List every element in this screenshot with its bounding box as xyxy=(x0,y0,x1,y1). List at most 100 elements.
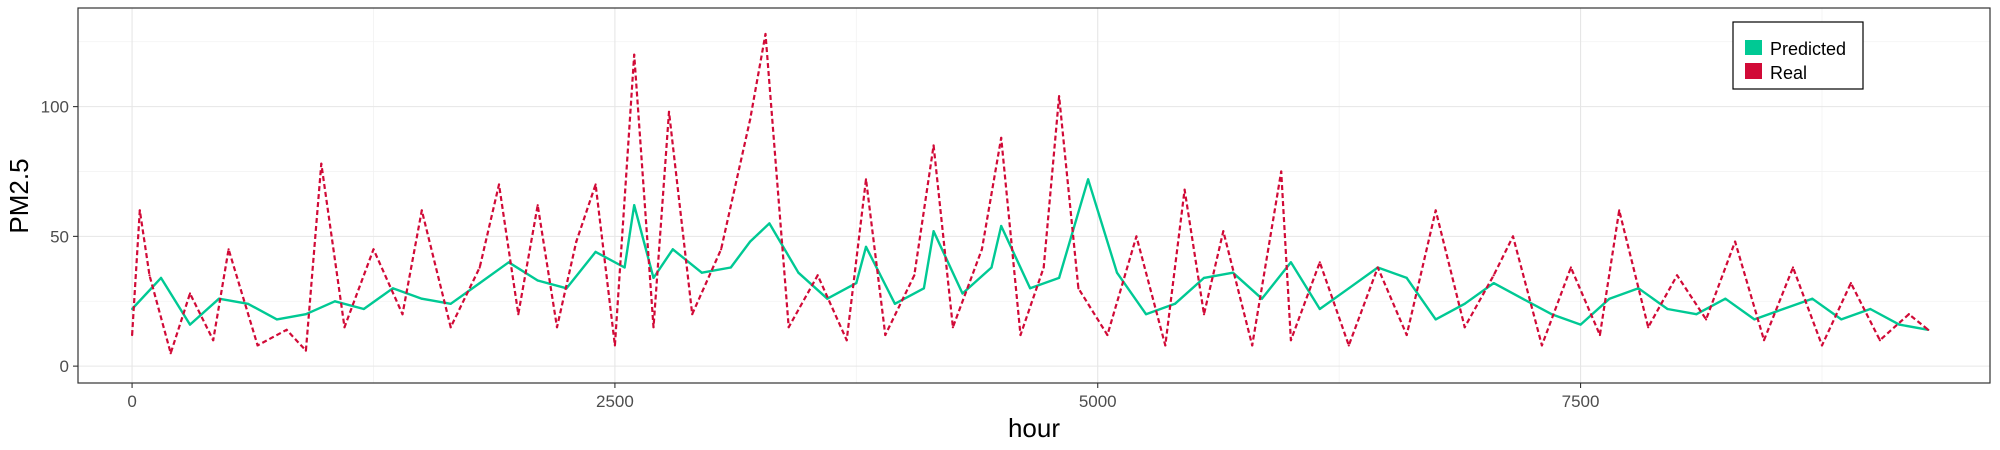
data-point-real xyxy=(320,162,323,165)
data-point-predicted xyxy=(961,292,964,295)
data-point-real xyxy=(1734,240,1737,243)
data-point-predicted xyxy=(391,287,394,290)
data-point-real xyxy=(652,326,655,329)
data-point-real xyxy=(478,266,481,269)
data-point-predicted xyxy=(729,266,732,269)
data-point-real xyxy=(497,183,501,186)
data-point-predicted xyxy=(633,204,636,207)
data-point-real xyxy=(951,326,955,329)
data-point-real xyxy=(1019,333,1022,337)
data-point-real xyxy=(1598,333,1601,337)
data-point-real xyxy=(138,209,141,212)
data-point-real xyxy=(613,344,617,347)
data-point-real xyxy=(212,339,215,342)
data-point-real xyxy=(227,248,230,251)
data-point-real xyxy=(169,352,172,355)
data-point-predicted xyxy=(1637,287,1640,290)
data-point-real xyxy=(1164,344,1167,347)
data-point-real xyxy=(787,326,790,329)
data-point-real xyxy=(1463,326,1466,329)
data-point-real xyxy=(1000,136,1003,139)
data-point-real xyxy=(1202,313,1206,316)
x-tick-label: 2500 xyxy=(596,392,634,411)
data-point-predicted xyxy=(420,297,423,300)
data-point-real xyxy=(667,110,671,113)
data-point-predicted xyxy=(864,245,868,248)
data-point-real xyxy=(1762,339,1766,342)
data-point-predicted xyxy=(1115,271,1119,274)
data-point-predicted xyxy=(855,282,858,285)
x-axis-title: hour xyxy=(1008,413,1060,443)
data-series xyxy=(131,32,1930,355)
data-point-predicted xyxy=(1695,313,1698,316)
data-point-real xyxy=(1058,95,1061,98)
data-point-predicted xyxy=(826,297,829,300)
data-point-real xyxy=(1434,209,1437,212)
data-point-predicted xyxy=(932,230,935,233)
data-point-predicted xyxy=(1811,297,1814,300)
x-tick-label: 7500 xyxy=(1562,392,1600,411)
legend: Predicted Real xyxy=(1732,21,1864,90)
data-point-predicted xyxy=(536,279,539,282)
data-point-real xyxy=(1676,274,1679,277)
x-tick-label: 5000 xyxy=(1079,392,1117,411)
data-point-real xyxy=(1376,266,1379,269)
data-point-real xyxy=(980,248,984,251)
legend-key-real xyxy=(1745,63,1762,79)
data-point-real xyxy=(1077,287,1080,290)
data-point-real xyxy=(816,274,819,277)
data-point-predicted xyxy=(1289,261,1292,264)
data-point-real xyxy=(764,32,767,36)
data-point-predicted xyxy=(188,323,192,326)
data-point-real xyxy=(401,313,404,316)
data-point-real xyxy=(1569,266,1572,269)
data-point-real xyxy=(449,326,452,329)
data-point-predicted xyxy=(768,222,771,225)
data-point-real xyxy=(131,333,134,337)
data-point-real xyxy=(304,349,307,352)
data-point-real xyxy=(1511,235,1515,238)
data-point-predicted xyxy=(1087,178,1090,181)
data-point-real xyxy=(884,333,887,337)
data-point-real xyxy=(594,183,597,186)
data-point-predicted xyxy=(1782,307,1785,311)
data-point-real xyxy=(845,339,848,342)
legend-label-predicted: Predicted xyxy=(1770,39,1846,59)
data-point-predicted xyxy=(362,307,365,311)
data-point-real xyxy=(1135,235,1138,238)
data-point-predicted xyxy=(1666,307,1669,311)
data-point-real xyxy=(913,274,916,277)
data-point-predicted xyxy=(304,313,307,316)
y-axis-title: PM2.5 xyxy=(4,158,34,233)
data-point-predicted xyxy=(1058,276,1061,279)
data-point-real xyxy=(1251,344,1254,347)
data-point-predicted xyxy=(623,266,626,269)
data-point-predicted xyxy=(700,271,703,274)
grid-lines xyxy=(78,8,1990,383)
data-point-real xyxy=(1492,274,1495,277)
data-point-predicted xyxy=(1144,313,1148,316)
data-point-real xyxy=(932,144,935,147)
data-point-predicted xyxy=(1898,323,1901,326)
data-point-predicted xyxy=(1753,318,1756,321)
data-point-real xyxy=(1318,261,1321,264)
data-point-predicted xyxy=(478,282,481,285)
data-point-real xyxy=(1042,266,1045,269)
series-line-real xyxy=(131,32,1929,355)
data-point-predicted xyxy=(797,271,800,274)
data-point-real xyxy=(1106,333,1109,337)
data-point-real xyxy=(1289,339,1292,342)
data-point-real xyxy=(1647,326,1650,329)
data-point-real xyxy=(1927,328,1930,331)
data-point-real xyxy=(555,326,559,329)
data-point-predicted xyxy=(1000,224,1003,228)
plot-panel-border xyxy=(77,7,1991,384)
data-point-predicted xyxy=(1869,307,1872,311)
data-point-real xyxy=(1183,188,1186,191)
data-point-real xyxy=(1618,209,1621,212)
y-tick-label: 100 xyxy=(41,98,69,117)
axes: 0 2500 5000 7500 0 50 100 xyxy=(41,98,1600,411)
data-point-predicted xyxy=(1579,323,1582,326)
